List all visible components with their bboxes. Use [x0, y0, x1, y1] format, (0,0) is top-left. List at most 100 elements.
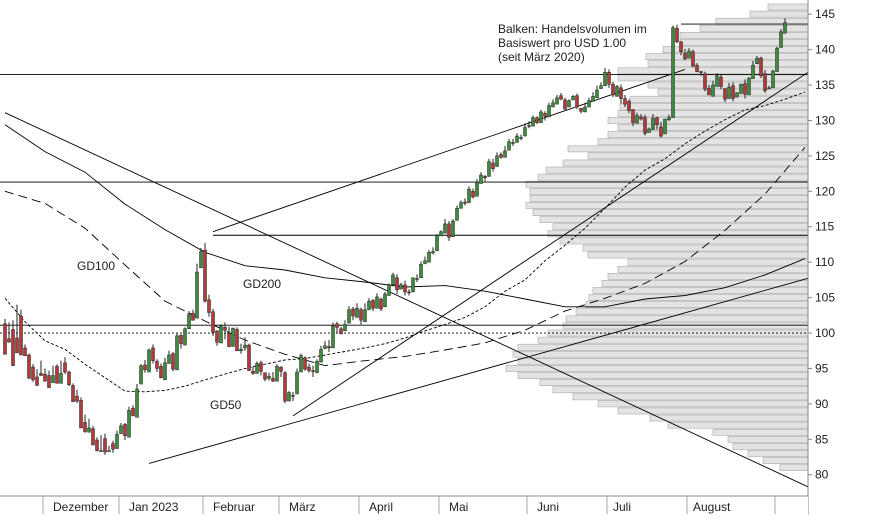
candle-body — [135, 388, 139, 418]
volume-bar — [732, 443, 809, 450]
candle-body — [655, 117, 659, 125]
x-tick-label: August — [693, 500, 731, 514]
candle-body — [551, 102, 555, 108]
candle-body — [127, 410, 131, 438]
candle-body — [675, 28, 679, 43]
candle-body — [187, 313, 191, 330]
candle-body — [435, 234, 439, 252]
volume-bar — [679, 32, 809, 39]
candle-body — [179, 334, 183, 344]
candle-body — [271, 378, 275, 382]
candle-body — [483, 176, 487, 179]
candle-body — [467, 188, 471, 203]
x-axis-ticks: Dezember Jan 2023 Februar März April Mai Juni J… — [42, 496, 776, 514]
candle-body — [723, 88, 727, 100]
candle-body — [427, 252, 431, 263]
candle-body — [355, 307, 359, 318]
candle-body — [191, 312, 195, 321]
candle-body — [519, 137, 523, 139]
candle-body — [311, 370, 315, 372]
volume-bar — [517, 372, 809, 379]
y-tick-label: 145 — [815, 7, 835, 21]
candle-body — [359, 309, 363, 321]
candle-body — [735, 92, 739, 98]
candle-body — [31, 366, 35, 381]
volume-bar — [567, 145, 809, 153]
candle-body — [619, 87, 623, 99]
volume-bar — [525, 202, 809, 209]
candlesticks — [3, 18, 787, 455]
candle-body — [99, 450, 103, 452]
candle-body — [639, 116, 643, 120]
volume-bar — [512, 350, 809, 358]
y-tick-label: 110 — [815, 255, 834, 269]
candle-body — [595, 89, 599, 99]
annotation-line-3: (seit März 2020) — [498, 50, 585, 64]
candle-body — [419, 264, 423, 279]
candle-body — [383, 293, 387, 308]
candle-body — [59, 373, 63, 384]
candle-body — [147, 349, 151, 373]
candle-body — [55, 366, 59, 384]
volume-bar — [601, 280, 809, 287]
volume-bar — [582, 244, 809, 252]
candle-body — [739, 84, 743, 94]
volume-annotation: Balken: Handelsvolumen im Basiswert pro … — [498, 22, 647, 64]
candle-body — [775, 47, 779, 72]
volume-bar — [587, 251, 809, 259]
candle-body — [515, 135, 519, 143]
candle-body — [459, 202, 463, 209]
volume-bar — [607, 131, 809, 139]
candle-body — [167, 354, 171, 364]
volume-bar — [712, 428, 809, 436]
volume-bar — [667, 421, 809, 429]
candle-body — [431, 251, 435, 254]
candle-body — [611, 84, 615, 96]
volume-bar — [679, 39, 809, 46]
candle-body — [219, 325, 223, 344]
candle-body — [563, 99, 567, 110]
candle-body — [331, 325, 335, 349]
volume-bar — [537, 173, 809, 181]
candle-body — [627, 101, 631, 111]
x-tick-label: März — [289, 500, 316, 514]
volume-bar — [572, 393, 809, 401]
volume-bar — [617, 407, 809, 415]
y-tick-label: 95 — [815, 361, 829, 375]
y-tick-label: 130 — [815, 113, 835, 127]
candle-body — [155, 361, 159, 369]
candle-body — [691, 51, 695, 67]
candle-body — [95, 439, 99, 451]
volume-bar — [529, 188, 809, 195]
candle-body — [183, 328, 187, 346]
candle-body — [615, 86, 619, 97]
candle-body — [75, 395, 79, 402]
candle-body — [463, 201, 467, 204]
candle-body — [351, 308, 355, 317]
y-axis-ticks: 80 85 90 95 100 105 110 115 120 125 130 135 140 145 — [808, 7, 835, 482]
volume-bar — [529, 195, 809, 202]
candle-body — [139, 365, 143, 385]
candle-body — [315, 361, 319, 373]
candle-body — [71, 385, 75, 403]
ma-label-gd50: GD50 — [210, 398, 242, 412]
candle-body — [447, 223, 451, 238]
candle-body — [715, 75, 719, 87]
candle-body — [251, 371, 255, 374]
candle-body — [543, 113, 547, 117]
candle-body — [651, 118, 655, 130]
candle-body — [659, 126, 663, 137]
y-tick-label: 115 — [815, 220, 834, 234]
candle-body — [559, 95, 563, 100]
candle-body — [371, 300, 375, 309]
candle-body — [671, 27, 675, 118]
volume-bar — [629, 95, 809, 103]
y-tick-label: 125 — [815, 149, 835, 163]
candle-body — [175, 335, 179, 371]
volume-bar — [537, 336, 809, 344]
volume-bar — [617, 74, 809, 82]
volume-bar — [762, 457, 809, 464]
ma-label-gd100: GD100 — [77, 259, 115, 273]
candle-body — [223, 327, 227, 331]
volume-bar — [585, 301, 809, 309]
